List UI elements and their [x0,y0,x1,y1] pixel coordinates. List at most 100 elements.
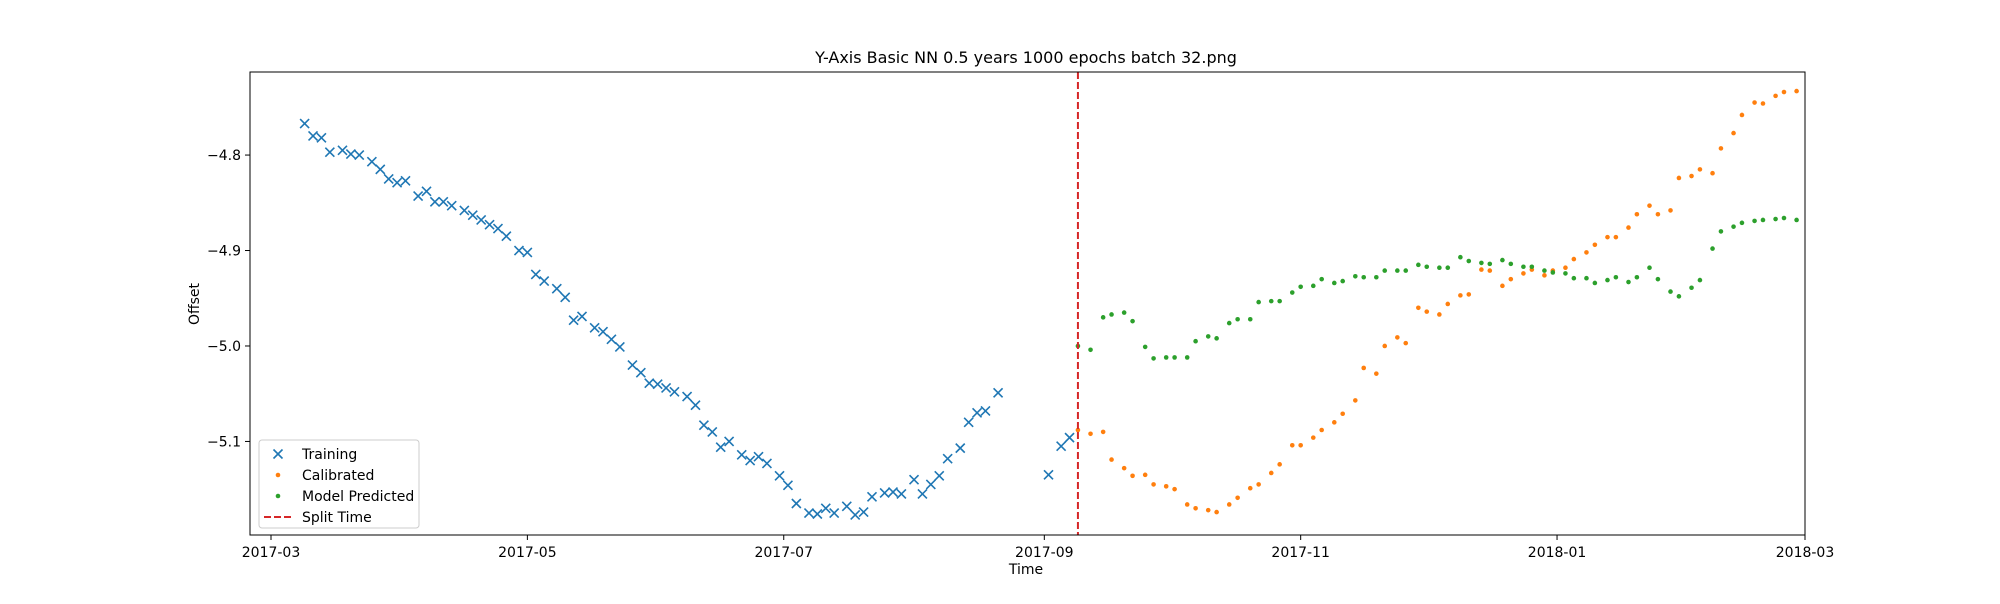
data-point [1143,345,1148,350]
data-point [1164,355,1169,360]
data-point [1109,457,1114,462]
data-point [1445,265,1450,270]
data-point [1445,302,1450,307]
data-point [1214,336,1219,341]
data-point [1101,430,1106,435]
data-point [1551,270,1556,275]
data-point [1101,315,1106,320]
data-point [1668,208,1673,213]
data-point [1172,355,1177,360]
data-point [1740,113,1745,118]
data-point [1500,258,1505,263]
x-tick-label: 2017-07 [754,545,813,561]
data-point [1130,474,1135,479]
data-point [1340,411,1345,416]
data-point [1731,224,1736,229]
data-point [1214,510,1219,515]
data-point [1563,271,1568,276]
data-point [1572,276,1577,281]
data-point [1269,299,1274,304]
data-point [1593,242,1598,247]
data-point [1277,462,1282,467]
data-point [1677,294,1682,299]
data-point [1088,348,1093,353]
x-axis-label: Time [1008,562,1043,578]
legend-marker [276,494,281,499]
data-point [1719,229,1724,234]
data-point [1298,443,1303,448]
data-point [1290,290,1295,295]
data-point [1752,100,1757,105]
data-point [1794,218,1799,223]
data-point [1382,344,1387,349]
data-point [1626,225,1631,230]
data-point [1403,268,1408,273]
data-point [1403,341,1408,346]
data-point [1710,171,1715,176]
x-tick-label: 2018-03 [1776,545,1835,561]
legend-label: Model Predicted [302,489,414,505]
data-point [1656,277,1661,282]
data-point [1332,420,1337,425]
data-point [1172,487,1177,492]
data-point [1130,319,1135,324]
data-point [1248,317,1253,322]
data-point [1340,279,1345,284]
data-point [1668,289,1673,294]
data-point [1185,502,1190,507]
data-point [1635,275,1640,280]
x-tick-label: 2018-01 [1528,545,1587,561]
data-point [1458,293,1463,298]
data-point [1416,263,1421,268]
legend-label: Split Time [302,510,372,526]
data-point [1614,275,1619,280]
data-point [1635,212,1640,217]
data-point [1752,219,1757,224]
chart-title: Y-Axis Basic NN 0.5 years 1000 epochs ba… [814,48,1237,67]
data-point [1122,310,1127,315]
data-point [1689,285,1694,290]
data-point [1647,203,1652,208]
data-point [1424,264,1429,269]
data-point [1227,321,1232,326]
data-point [1487,268,1492,273]
data-point [1782,216,1787,221]
legend-label: Calibrated [302,468,374,484]
data-point [1235,495,1240,500]
data-point [1794,89,1799,94]
data-point [1626,280,1631,285]
data-point [1361,366,1366,371]
data-point [1605,235,1610,240]
data-point [1521,271,1526,276]
data-point [1584,276,1589,281]
data-point [1773,94,1778,99]
data-point [1382,268,1387,273]
data-point [1353,274,1358,279]
x-tick-label: 2017-09 [1015,545,1074,561]
y-tick-label: −5.0 [207,339,241,355]
data-point [1458,255,1463,260]
data-point [1773,217,1778,222]
data-point [1614,235,1619,240]
data-point [1319,277,1324,282]
data-point [1466,259,1471,264]
data-point [1151,356,1156,361]
x-tick-label: 2017-05 [498,545,557,561]
data-point [1698,278,1703,283]
legend: TrainingCalibratedModel PredictedSplit T… [259,440,419,528]
data-point [1424,309,1429,314]
data-point [1572,257,1577,262]
y-tick-label: −5.1 [207,434,241,450]
data-point [1479,261,1484,266]
data-point [1542,273,1547,278]
data-point [1248,486,1253,491]
data-point [1206,334,1211,339]
data-point [1487,262,1492,267]
data-point [1332,281,1337,286]
data-point [1122,466,1127,471]
data-point [1719,146,1724,151]
x-tick-label: 2017-03 [242,545,301,561]
y-tick-label: −4.8 [207,148,241,164]
data-point [1437,312,1442,317]
